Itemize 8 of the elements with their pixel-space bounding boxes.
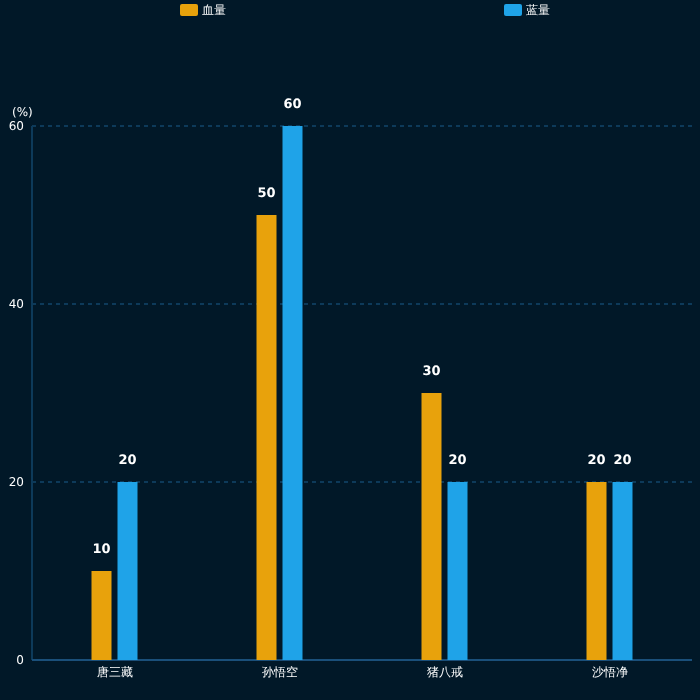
bar	[91, 571, 112, 660]
bar	[256, 215, 277, 660]
bar	[117, 482, 138, 660]
bar	[612, 482, 633, 660]
bar	[447, 482, 468, 660]
bar	[282, 126, 303, 660]
bar	[421, 393, 442, 660]
bar	[586, 482, 607, 660]
